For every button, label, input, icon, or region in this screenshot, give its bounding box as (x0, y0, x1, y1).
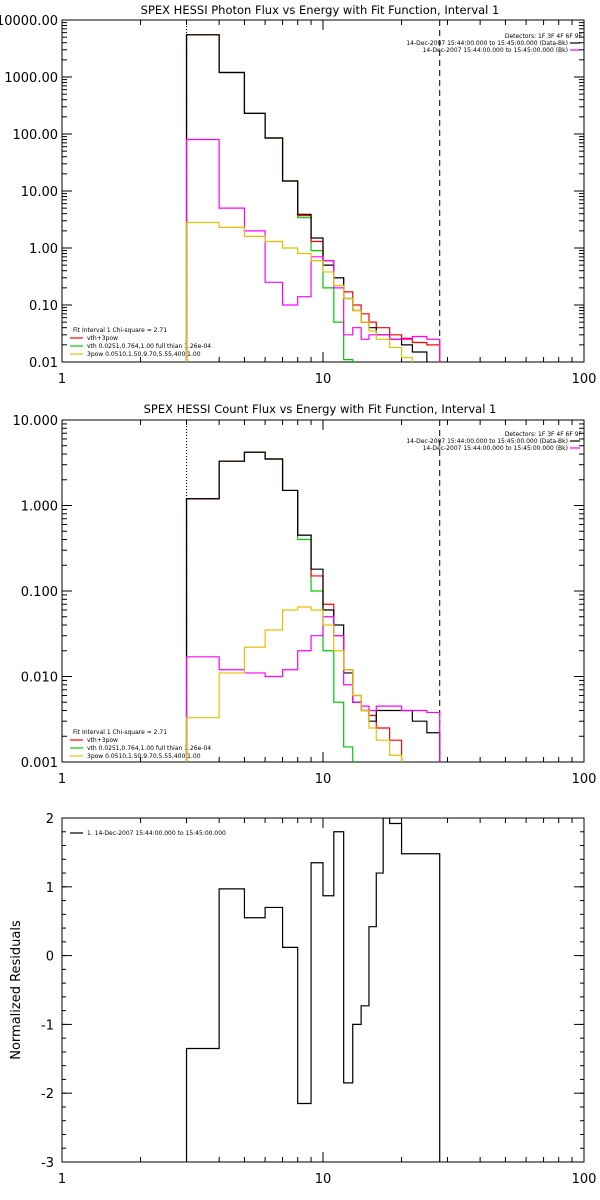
photon-series (185, 34, 441, 362)
residuals-legend-label: 1. 14-Dec-2007 15:44:00.000 to 15:45:00.… (87, 830, 226, 837)
y-tick-label: 1.00 (29, 242, 58, 257)
photon-flux-plot-frame (61, 19, 585, 363)
x-tick-label: 1 (58, 772, 66, 787)
residuals-series (185, 818, 441, 1162)
y-tick-label: 0.010 (21, 671, 58, 686)
y-tick-label: -1 (41, 1018, 54, 1033)
photon-header-line: Detectors: 1F 3F 4F 6F 9F (505, 33, 583, 40)
photon-header-line: 14-Dec-2007 15:44:00.000 to 15:45:00.000… (423, 47, 568, 54)
photon-axis-ticks: 1 10 100 0.01 0.10 1.00 10.00 100.00 1000.00 1000… (0, 14, 596, 387)
count-flux-title: SPEX HESSI Count Flux vs Energy with Fit… (144, 402, 497, 416)
count-header-line: 14-Dec-2007 15:44:00.000 to 15:45:00.000… (406, 438, 568, 445)
x-tick-label: 100 (572, 372, 597, 387)
photon-legend-label: 3pow 0.0510,1.50,9.70,5.55,400,1.00 (87, 351, 201, 358)
x-tick-label: 10 (315, 772, 332, 787)
count-legend-label: vth+3pow (87, 737, 118, 744)
photon-series-line-1 (185, 34, 441, 362)
y-tick-label: 0.100 (21, 585, 58, 600)
photon-flux-legend-title: Fit Interval 1 Chi-square = 2.71 (73, 327, 167, 334)
y-tick-label: 1.000 (21, 500, 58, 515)
y-tick-label: 100.00 (13, 128, 59, 143)
y-tick-label: 0.10 (29, 299, 58, 314)
photon-series-line-4 (185, 221, 413, 362)
x-tick-label: 100 (572, 772, 597, 787)
count-flux-legend-title: Fit Interval 1 Chi-square = 2.71 (73, 729, 167, 736)
count-minor-ticks (62, 420, 584, 762)
photon-legend-label: vth+3pow (87, 335, 118, 342)
count-series (185, 451, 441, 762)
photon-flux-title: SPEX HESSI Photon Flux vs Energy with Fi… (141, 3, 500, 17)
count-header-line: 14-Dec-2007 15:44:00.000 to 15:45:00.000… (423, 445, 568, 452)
x-tick-label: 10 (315, 1172, 332, 1187)
x-tick-label: 10 (315, 372, 332, 387)
residuals-axis-ticks: 1 10 100 -3 -2 -1 0 1 2 (41, 812, 596, 1187)
count-series-line-2 (185, 451, 441, 762)
count-axis-ticks: 1 10 100 0.001 0.010 0.100 1.000 10.000 (13, 414, 597, 787)
residuals-y-axis-label: Normalized Residuals (9, 920, 24, 1060)
y-tick-label: -3 (41, 1156, 54, 1171)
y-tick-label: 10000.00 (0, 14, 58, 29)
residuals-legend: 1. 14-Dec-2007 15:44:00.000 to 15:45:00.… (70, 830, 226, 837)
x-tick-label: 1 (58, 372, 66, 387)
photon-header-line: 14-Dec-2007 15:44:00.000 to 15:45:00.000… (406, 40, 568, 47)
y-tick-label: 0.001 (21, 756, 58, 771)
count-flux-panel: SPEX HESSI Count Flux vs Energy with Fit… (13, 402, 597, 787)
photon-series-line-3 (185, 138, 441, 362)
count-header-line: Detectors: 1F 3F 4F 6F 9F (505, 431, 583, 438)
count-legend-label: vth 0.0251,0.764,1.00 full thian 1.26e-0… (87, 745, 211, 752)
x-tick-label: 1 (58, 1172, 66, 1187)
y-tick-label: 2 (46, 812, 54, 827)
y-tick-label: 1000.00 (4, 71, 58, 86)
y-tick-label: 1 (46, 881, 54, 896)
photon-legend-label: vth 0.0251,0.764,1.00 full thian 1.26e-0… (87, 343, 211, 350)
count-legend-label: 3pow 0.0510,1.50,9.70,5.55,400,1.00 (87, 753, 201, 760)
residuals-panel: Normalized Residuals 1. 14-Dec-2007 15:4… (9, 812, 596, 1187)
x-tick-label: 100 (572, 1172, 597, 1187)
count-flux-legend: Fit Interval 1 Chi-square = 2.71 vth+3po… (70, 729, 211, 760)
photon-minor-ticks (62, 20, 584, 362)
photon-flux-legend: Fit Interval 1 Chi-square = 2.71 vth+3po… (70, 327, 211, 358)
y-tick-label: 10.00 (21, 185, 58, 200)
y-tick-label: -2 (41, 1087, 54, 1102)
y-tick-label: 0 (46, 950, 54, 965)
photon-series-line-2 (185, 34, 428, 362)
photon-flux-panel: SPEX HESSI Photon Flux vs Energy with Fi… (0, 3, 596, 387)
y-tick-label: 10.000 (13, 414, 59, 429)
residuals-series-line-0 (185, 818, 441, 1162)
count-series-line-4 (185, 606, 403, 762)
photon-range-markers (186, 20, 441, 362)
count-series-line-3 (185, 616, 441, 762)
y-tick-label: 0.01 (29, 356, 58, 371)
photon-series-line-0 (185, 34, 354, 362)
